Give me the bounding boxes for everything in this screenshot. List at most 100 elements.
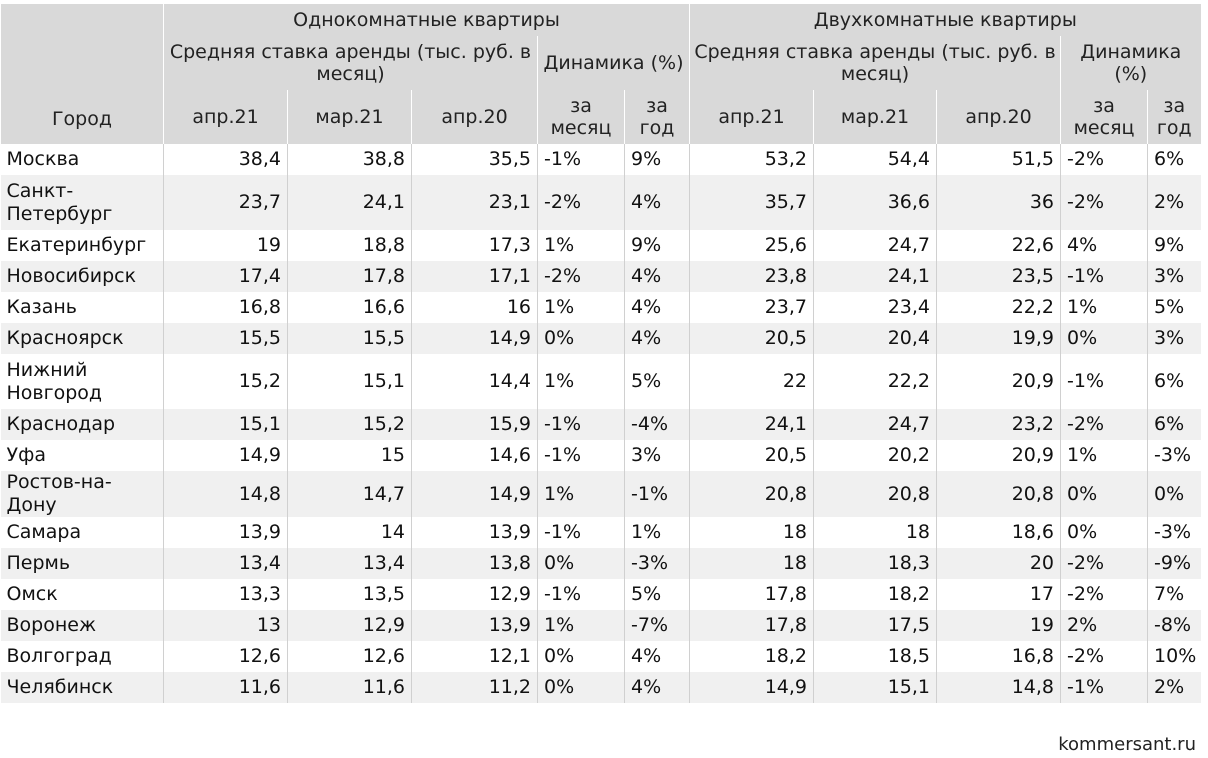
rate-cell: 23,4 <box>813 292 937 323</box>
rate-cell: 19,9 <box>936 323 1061 354</box>
rate-cell: 15,9 <box>411 409 538 440</box>
rate-cell: 18,8 <box>287 230 412 261</box>
rate-cell: 19 <box>936 610 1061 641</box>
dynamics-cell: 6% <box>1147 354 1201 409</box>
table-row: Челябинск 11,6 11,6 11,2 0% 4% 14,9 15,1 14,8 -1%… <box>0 672 1201 703</box>
col-apr20-2: апр.20 <box>936 90 1061 144</box>
dynamics-cell: 4% <box>623 292 690 323</box>
rate-cell: 16,8 <box>163 292 288 323</box>
dynamics-cell: 1% <box>537 354 625 409</box>
source-label: kommersant.ru <box>1058 734 1196 755</box>
rate-cell: 20,5 <box>689 440 814 471</box>
rate-cell: 23,5 <box>936 261 1061 292</box>
dynamics-cell: -2% <box>1060 641 1148 672</box>
dynamics-cell: -2% <box>1060 144 1148 175</box>
table-row: Нижний Новгород 15,2 15,1 14,4 1% 5% 22 22,2 20,… <box>0 354 1201 409</box>
dynamics-cell: 5% <box>623 579 690 610</box>
dynamics-cell: -2% <box>1060 175 1148 230</box>
rate-cell: 24,1 <box>813 261 937 292</box>
dynamics-cell: -2% <box>1060 409 1148 440</box>
dynamics-cell: -4% <box>623 409 690 440</box>
dynamics-cell: 10% <box>1147 641 1201 672</box>
dynamics-cell: 0% <box>537 672 625 703</box>
dynamics-cell: -7% <box>623 610 690 641</box>
dynamics-cell: 7% <box>1147 579 1201 610</box>
two-room-avg-rate-header: Средняя ставка аренды (тыс. руб. в месяц… <box>689 36 1061 90</box>
rate-cell: 13,4 <box>287 548 412 579</box>
dynamics-cell: 0% <box>1060 517 1148 548</box>
dynamics-cell: 4% <box>623 175 690 230</box>
city-cell: Красноярск <box>0 323 164 354</box>
city-header: Город <box>0 4 164 144</box>
table-row: Красноярск 15,5 15,5 14,9 0% 4% 20,5 20,4 19,9 0%… <box>0 323 1201 354</box>
one-room-dynamics-header: Динамика (%) <box>536 36 690 90</box>
dynamics-cell: 0% <box>1060 471 1148 517</box>
table-row: Новосибирск 17,4 17,8 17,1 -2% 4% 23,8 24,1 23,5… <box>0 261 1201 292</box>
rate-cell: 38,8 <box>287 144 412 175</box>
dynamics-cell: 6% <box>1147 409 1201 440</box>
rate-cell: 18,3 <box>813 548 937 579</box>
rate-cell: 22,2 <box>936 292 1061 323</box>
dynamics-cell: -1% <box>537 440 625 471</box>
city-cell: Уфа <box>0 440 164 471</box>
city-cell: Нижний Новгород <box>0 354 164 409</box>
col-per-year: за год <box>623 90 690 144</box>
col-per-month: за месяц <box>537 90 625 144</box>
dynamics-cell: 1% <box>1060 292 1148 323</box>
city-cell: Ростов-на-Дону <box>0 471 164 517</box>
city-cell: Краснодар <box>0 409 164 440</box>
city-cell: Воронеж <box>0 610 164 641</box>
dynamics-cell: -3% <box>623 548 690 579</box>
rate-cell: 12,6 <box>287 641 412 672</box>
one-room-avg-rate-header: Средняя ставка аренды (тыс. руб. в месяц… <box>163 36 538 90</box>
dynamics-cell: 2% <box>1147 672 1201 703</box>
table-row: Краснодар 15,1 15,2 15,9 -1% -4% 24,1 24,7 23,2-… <box>0 409 1201 440</box>
table-row: Волгоград 12,6 12,6 12,1 0% 4% 18,2 18,5 16,8 -2%… <box>0 641 1201 672</box>
rate-cell: 14,9 <box>411 323 538 354</box>
dynamics-cell: 1% <box>623 517 690 548</box>
dynamics-cell: 5% <box>1147 292 1201 323</box>
rate-cell: 23,8 <box>689 261 814 292</box>
rate-cell: 17,5 <box>813 610 937 641</box>
dynamics-cell: 3% <box>1147 261 1201 292</box>
rate-cell: 15,1 <box>813 672 937 703</box>
city-cell: Санкт-Петербург <box>0 175 164 230</box>
table-row: Воронеж 13 12,9 13,9 1% -7% 17,8 17,5 19 2% -8% <box>0 610 1201 641</box>
city-cell: Волгоград <box>0 641 164 672</box>
rate-cell: 23,1 <box>411 175 538 230</box>
col-mar21-2: мар.21 <box>813 90 937 144</box>
table-row: Казань 16,8 16,6 16 1% 4% 23,7 23,4 22,2 1% 5% <box>0 292 1201 323</box>
rate-cell: 24,7 <box>813 230 937 261</box>
rate-cell: 13,9 <box>411 610 538 641</box>
rate-cell: 18,6 <box>936 517 1061 548</box>
rate-cell: 15,5 <box>163 323 288 354</box>
dynamics-cell: 1% <box>537 610 625 641</box>
city-cell: Самара <box>0 517 164 548</box>
rate-cell: 35,5 <box>411 144 538 175</box>
rate-cell: 38,4 <box>163 144 288 175</box>
rate-cell: 23,7 <box>689 292 814 323</box>
rate-cell: 13,4 <box>163 548 288 579</box>
rate-cell: 15,2 <box>287 409 412 440</box>
rate-cell: 22 <box>689 354 814 409</box>
dynamics-cell: 0% <box>537 323 625 354</box>
dynamics-cell: -2% <box>1060 548 1148 579</box>
city-cell: Екатеринбург <box>0 230 164 261</box>
rent-table: Город Однокомнатные квартиры Двухкомнатн… <box>0 4 1201 703</box>
dynamics-cell: -3% <box>1147 440 1201 471</box>
col-per-year-2: за год <box>1147 90 1201 144</box>
dynamics-cell: 1% <box>1060 440 1148 471</box>
dynamics-cell: -2% <box>1060 579 1148 610</box>
rate-cell: 17,1 <box>411 261 538 292</box>
two-room-dynamics-header: Динамика (%) <box>1060 36 1201 90</box>
two-room-header: Двухкомнатные квартиры <box>689 4 1201 36</box>
col-apr20: апр.20 <box>411 90 538 144</box>
rate-cell: 20 <box>936 548 1061 579</box>
rate-cell: 51,5 <box>936 144 1061 175</box>
rate-cell: 14,9 <box>411 471 538 517</box>
rate-cell: 12,9 <box>287 610 412 641</box>
dynamics-cell: -1% <box>537 579 625 610</box>
dynamics-cell: 5% <box>623 354 690 409</box>
rate-cell: 14,4 <box>411 354 538 409</box>
table-row: Москва 38,4 38,8 35,5 -1% 9% 53,2 54,4 51,5 -2% 6% <box>0 144 1201 175</box>
